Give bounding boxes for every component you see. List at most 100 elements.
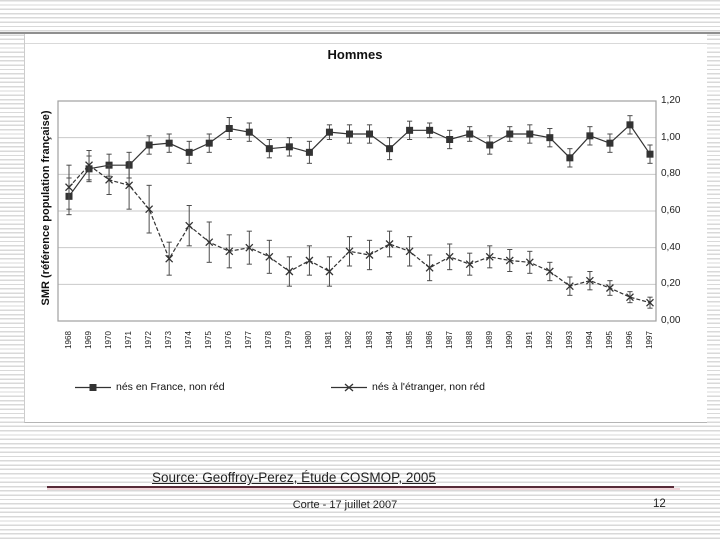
marker-square (506, 130, 514, 138)
x-tick-label: 1971 (124, 331, 134, 349)
marker-x (505, 256, 514, 265)
y-tick-label: 0,60 (661, 205, 681, 216)
marker-x (65, 183, 73, 192)
marker-square (285, 143, 293, 151)
x-tick-label: 1975 (204, 331, 214, 349)
marker-x (585, 276, 594, 285)
marker-x (325, 267, 334, 276)
panel-top-line (25, 43, 707, 44)
marker-square (305, 148, 313, 156)
marker-square (446, 136, 454, 143)
marker-x (565, 282, 574, 291)
x-tick-label: 1976 (224, 331, 234, 349)
marker-square (486, 141, 494, 149)
marker-x (305, 256, 314, 265)
marker-square (626, 121, 634, 129)
marker-square (345, 130, 353, 138)
x-tick-label: 1978 (264, 331, 274, 349)
y-tick-label: 0,20 (661, 278, 681, 290)
y-tick-label: 1,00 (661, 131, 681, 143)
marker-square (606, 139, 614, 147)
marker-square (165, 139, 173, 147)
marker-x (85, 161, 93, 170)
marker-x (545, 267, 554, 276)
marker-x (646, 298, 654, 307)
x-tick-label: 1972 (144, 331, 154, 349)
x-tick-label: 1991 (524, 331, 534, 349)
marker-x (385, 240, 394, 248)
legend-marker-glyph (331, 383, 367, 391)
x-tick-label: 1989 (484, 331, 494, 349)
legend-marker-square-icon (75, 382, 111, 393)
x-tick-label: 1990 (504, 331, 514, 349)
marker-x (365, 251, 374, 259)
divider-line (47, 486, 674, 488)
chart-title: Hommes (327, 47, 383, 62)
x-tick-label: 1981 (324, 331, 334, 349)
marker-x (525, 258, 534, 267)
marker-square (386, 145, 394, 153)
x-tick-label: 1984 (384, 331, 394, 349)
marker-square (646, 150, 654, 158)
x-tick-label: 1969 (84, 331, 94, 349)
x-tick-label: 1997 (645, 331, 654, 349)
x-tick-label: 1985 (404, 331, 414, 349)
marker-square (586, 132, 594, 140)
x-tick-label: 1996 (624, 331, 634, 349)
marker-x (145, 205, 154, 214)
chart-plot (57, 100, 657, 322)
legend-item-france: nés en France, non réd (75, 381, 225, 393)
marker-square (325, 128, 333, 136)
marker-x (125, 181, 134, 190)
x-tick-label: 1970 (104, 331, 114, 349)
marker-square (466, 130, 474, 138)
legend-label-etranger: nés à l'étranger, non réd (372, 381, 485, 393)
page-number: 12 (653, 498, 666, 510)
marker-square (185, 148, 193, 156)
top-divider (0, 32, 720, 34)
y-tick-label: 0,40 (661, 241, 681, 253)
legend-marker-x-icon (331, 382, 367, 393)
marker-square (205, 139, 213, 147)
x-tick-label: 1992 (544, 331, 554, 349)
marker-x (405, 247, 414, 256)
legend-marker-glyph (75, 383, 111, 391)
marker-square (366, 130, 374, 138)
marker-x (185, 221, 194, 230)
series-line-0 (68, 123, 651, 197)
marker-x (285, 267, 294, 276)
marker-square (566, 154, 574, 162)
legend-item-etranger: nés à l'étranger, non réd (331, 381, 485, 393)
x-tick-label: 1994 (584, 331, 594, 349)
legend-label-france: nés en France, non réd (116, 381, 225, 393)
plot-border (57, 100, 657, 322)
series-line-1 (68, 164, 651, 304)
marker-square (245, 128, 253, 136)
marker-x (105, 175, 114, 184)
marker-x (245, 243, 254, 252)
divider-line-shadow (47, 488, 680, 490)
y-tick-label: 0,80 (661, 168, 681, 180)
marker-x (345, 247, 354, 256)
marker-x (445, 252, 454, 261)
marker-x (265, 252, 274, 261)
marker-square (225, 125, 233, 132)
x-tick-label: 1974 (184, 331, 194, 349)
marker-x (165, 254, 174, 263)
x-tick-label: 1968 (64, 331, 73, 349)
marker-x (425, 263, 434, 272)
x-tick-label: 1982 (344, 331, 354, 349)
marker-x (605, 284, 614, 292)
marker-x (225, 247, 234, 256)
y-tick-label: 0,00 (661, 315, 681, 326)
marker-x (465, 260, 474, 269)
x-tick-label: 1977 (244, 331, 254, 349)
y-tick-label: 1,20 (661, 95, 681, 106)
chart-panel: Hommes SMR (référence population françai… (24, 34, 707, 423)
marker-square (546, 134, 554, 142)
marker-x (205, 238, 214, 247)
source-citation: Source: Geoffroy-Perez, Étude COSMOP, 20… (152, 470, 436, 485)
footer-date: Corte - 17 juillet 2007 (292, 499, 398, 511)
x-tick-label: 1979 (284, 331, 294, 349)
